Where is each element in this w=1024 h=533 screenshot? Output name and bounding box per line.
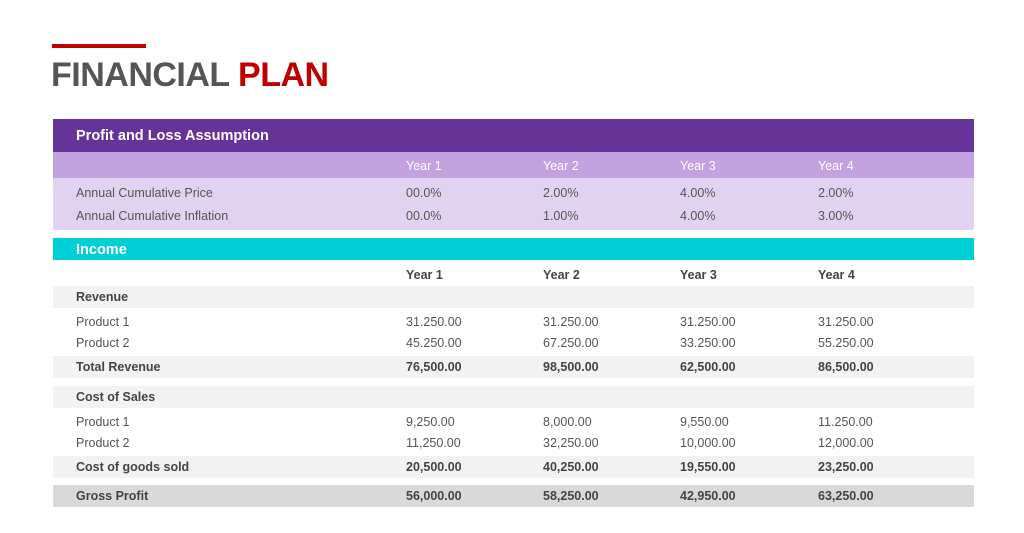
cell: 11.250.00 — [818, 415, 873, 429]
cell: Year 3 — [680, 159, 716, 173]
cell: 4.00% — [680, 186, 716, 200]
cell: Product 1 — [76, 415, 130, 429]
cell: Product 2 — [76, 336, 130, 350]
cell: 9,550.00 — [680, 415, 729, 429]
cell: 00.0% — [406, 186, 442, 200]
total-band — [53, 356, 974, 378]
cell: 1.00% — [543, 209, 579, 223]
cell: 32,250.00 — [543, 436, 599, 450]
cell: Annual Cumulative Price — [76, 186, 213, 200]
accent-line — [52, 44, 146, 48]
cell: 45.250.00 — [406, 336, 462, 350]
cell: 86,500.00 — [818, 360, 874, 374]
cell: 10,000.00 — [680, 436, 736, 450]
section-header — [53, 238, 974, 260]
cell: 62,500.00 — [680, 360, 736, 374]
cell: Year 1 — [406, 159, 442, 173]
cell: 00.0% — [406, 209, 442, 223]
cell: Year 1 — [406, 268, 443, 282]
subsection-title: Cost of Sales — [76, 390, 156, 404]
cell: 2.00% — [543, 186, 579, 200]
cell: Year 4 — [818, 268, 855, 282]
cell: Product 2 — [76, 436, 130, 450]
cell: Product 1 — [76, 315, 130, 329]
cell: 63,250.00 — [818, 489, 874, 503]
cell: 33.250.00 — [680, 336, 736, 350]
cell: 3.00% — [818, 209, 854, 223]
cell: Gross Profit — [76, 489, 149, 503]
cell: Year 3 — [680, 268, 717, 282]
cell: 4.00% — [680, 209, 716, 223]
cell: 20,500.00 — [406, 460, 462, 474]
cell: 23,250.00 — [818, 460, 874, 474]
cell: 31.250.00 — [818, 315, 874, 329]
title-part: FINANCIAL — [51, 56, 230, 94]
subsection-band — [53, 386, 974, 408]
cell: 31.250.00 — [680, 315, 736, 329]
section-title: Profit and Loss Assumption — [76, 128, 269, 144]
cell: Year 4 — [818, 159, 854, 173]
total-band — [53, 456, 974, 478]
cell: Cost of goods sold — [76, 460, 190, 474]
cell: 56,000.00 — [406, 489, 462, 503]
cell: Year 2 — [543, 268, 580, 282]
cell: 67.250.00 — [543, 336, 599, 350]
slide-title: FINANCIAL PLAN — [51, 56, 329, 95]
section-title: Income — [76, 242, 127, 258]
subsection-band — [53, 286, 974, 308]
cell: 42,950.00 — [680, 489, 736, 503]
title-part: PLAN — [238, 56, 329, 94]
cell: 19,550.00 — [680, 460, 736, 474]
gross-profit-band — [53, 485, 974, 507]
cell: 55.250.00 — [818, 336, 874, 350]
subsection-title: Revenue — [76, 290, 129, 304]
cell: 12,000.00 — [818, 436, 874, 450]
cell: 2.00% — [818, 186, 854, 200]
cell: Total Revenue — [76, 360, 161, 374]
row-group — [53, 178, 974, 230]
cell: 40,250.00 — [543, 460, 599, 474]
cell: 98,500.00 — [543, 360, 599, 374]
section-header — [53, 119, 974, 152]
cell: Year 2 — [543, 159, 579, 173]
column-header-row — [53, 152, 974, 178]
cell: 76,500.00 — [406, 360, 462, 374]
cell: 31.250.00 — [543, 315, 599, 329]
cell: 31.250.00 — [406, 315, 462, 329]
cell: 11,250.00 — [406, 436, 461, 450]
cell: 8,000.00 — [543, 415, 592, 429]
cell: 58,250.00 — [543, 489, 599, 503]
cell: Annual Cumulative Inflation — [76, 209, 229, 223]
cell: 9,250.00 — [406, 415, 455, 429]
